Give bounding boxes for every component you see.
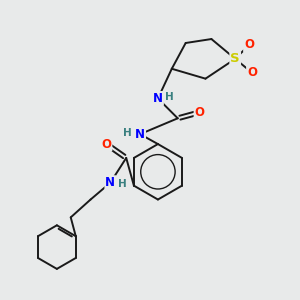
Text: N: N: [153, 92, 163, 105]
Text: O: O: [101, 138, 111, 151]
Text: O: O: [247, 66, 257, 79]
Text: S: S: [230, 52, 240, 65]
Text: H: H: [165, 92, 174, 103]
Text: N: N: [105, 176, 116, 189]
Text: N: N: [135, 128, 145, 141]
Text: O: O: [194, 106, 205, 119]
Text: H: H: [123, 128, 132, 138]
Text: O: O: [244, 38, 254, 52]
Text: H: H: [118, 179, 127, 189]
